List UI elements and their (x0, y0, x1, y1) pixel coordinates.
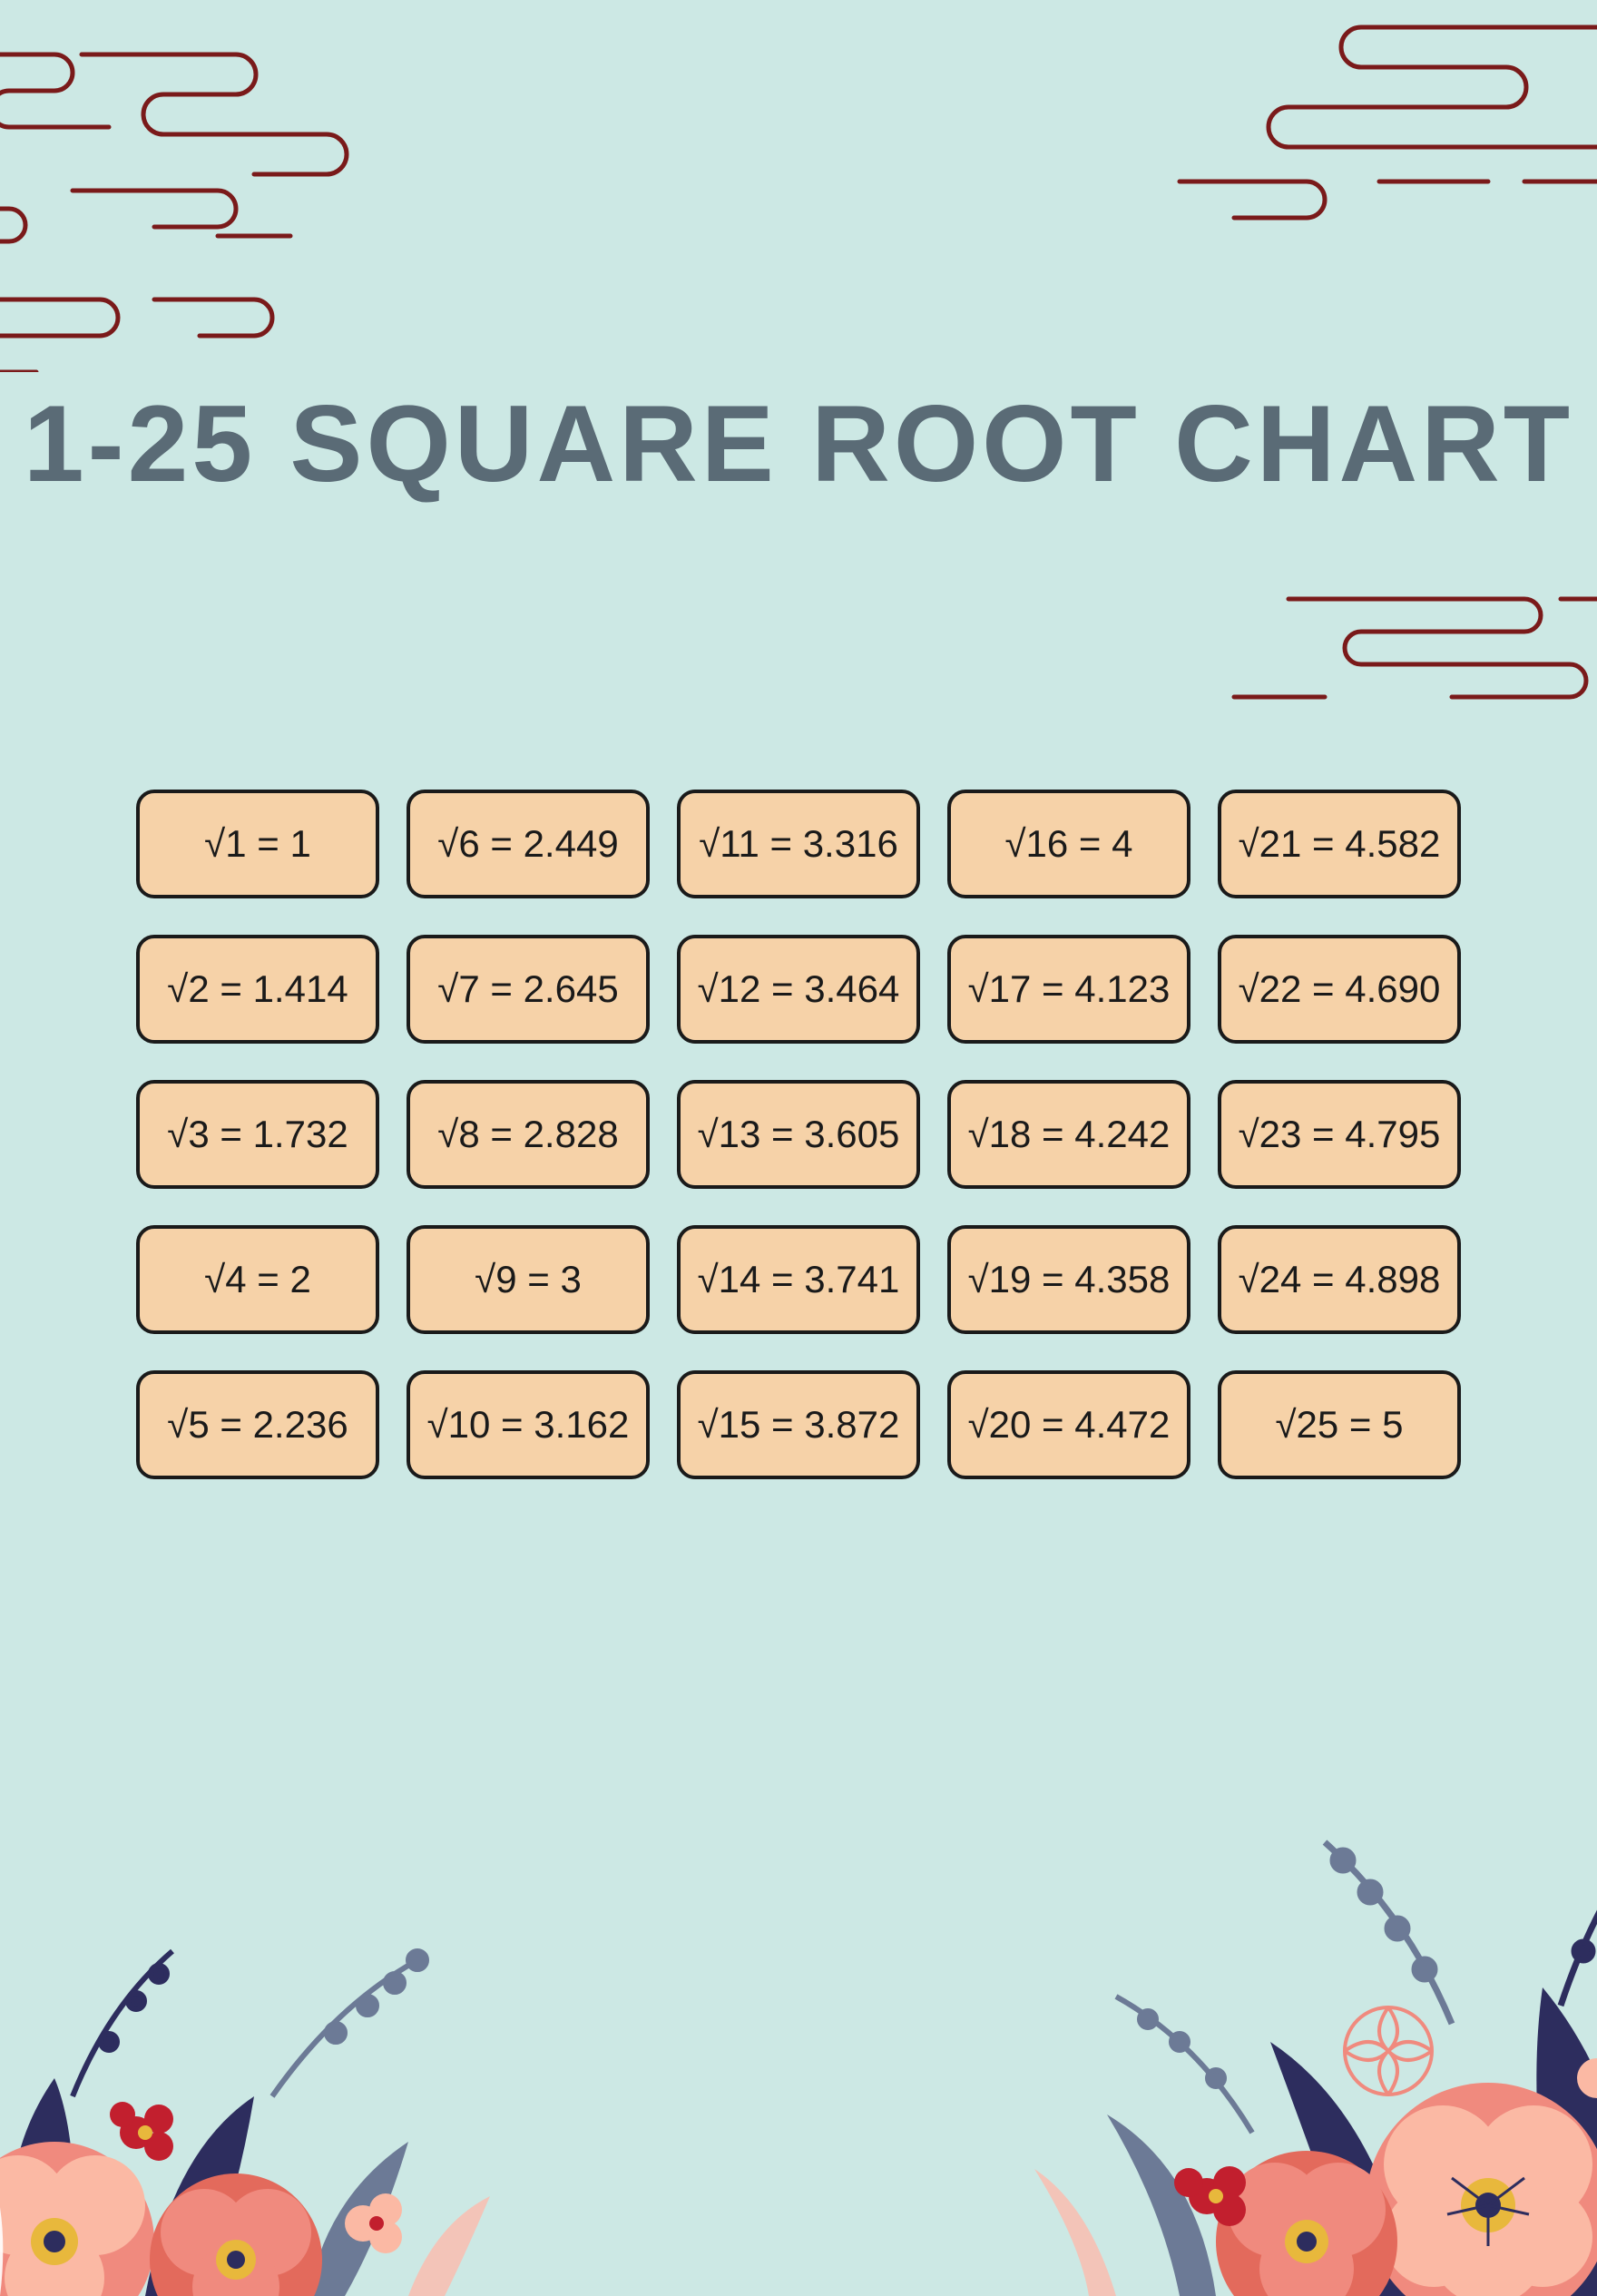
sqrt-grid: √1 = 1 √6 = 2.449√11 = 3.316√16 = 4 √21 = … (136, 790, 1461, 1479)
sqrt-cell: √25 = 5 (1218, 1370, 1461, 1479)
cloud-ornament-mid-right (1180, 581, 1597, 726)
sqrt-cell: √17 = 4.123 (947, 935, 1190, 1044)
chart-title: 1-25 SQUARE ROOT CHART (0, 381, 1597, 506)
sqrt-cell: √24 = 4.898 (1218, 1225, 1461, 1334)
sqrt-cell: √23 = 4.795 (1218, 1080, 1461, 1189)
sqrt-cell: √11 = 3.316 (677, 790, 920, 898)
sqrt-cell: √7 = 2.645 (407, 935, 650, 1044)
sqrt-cell: √6 = 2.449 (407, 790, 650, 898)
sqrt-cell: √14 = 3.741 (677, 1225, 920, 1334)
sqrt-cell: √19 = 4.358 (947, 1225, 1190, 1334)
sqrt-cell: √16 = 4 (947, 790, 1190, 898)
sqrt-cell: √22 = 4.690 (1218, 935, 1461, 1044)
sqrt-cell: √2 = 1.414 (136, 935, 379, 1044)
sqrt-cell: √21 = 4.582 (1218, 790, 1461, 898)
sqrt-cell: √1 = 1 (136, 790, 379, 898)
floral-bottom-right (980, 1751, 1597, 2296)
sqrt-cell: √10 = 3.162 (407, 1370, 650, 1479)
sqrt-cell: √12 = 3.464 (677, 935, 920, 1044)
sqrt-cell: √4 = 2 (136, 1225, 379, 1334)
cloud-ornament-top-left (0, 27, 417, 372)
cloud-ornament-top-right (1125, 9, 1597, 245)
sqrt-cell: √3 = 1.732 (136, 1080, 379, 1189)
sqrt-cell: √20 = 4.472 (947, 1370, 1190, 1479)
sqrt-cell: √8 = 2.828 (407, 1080, 650, 1189)
sqrt-cell: √9 = 3 (407, 1225, 650, 1334)
sqrt-cell: √13 = 3.605 (677, 1080, 920, 1189)
sqrt-cell: √5 = 2.236 (136, 1370, 379, 1479)
sqrt-cell: √18 = 4.242 (947, 1080, 1190, 1189)
floral-bottom-left (0, 1824, 526, 2296)
sqrt-cell: √15 = 3.872 (677, 1370, 920, 1479)
